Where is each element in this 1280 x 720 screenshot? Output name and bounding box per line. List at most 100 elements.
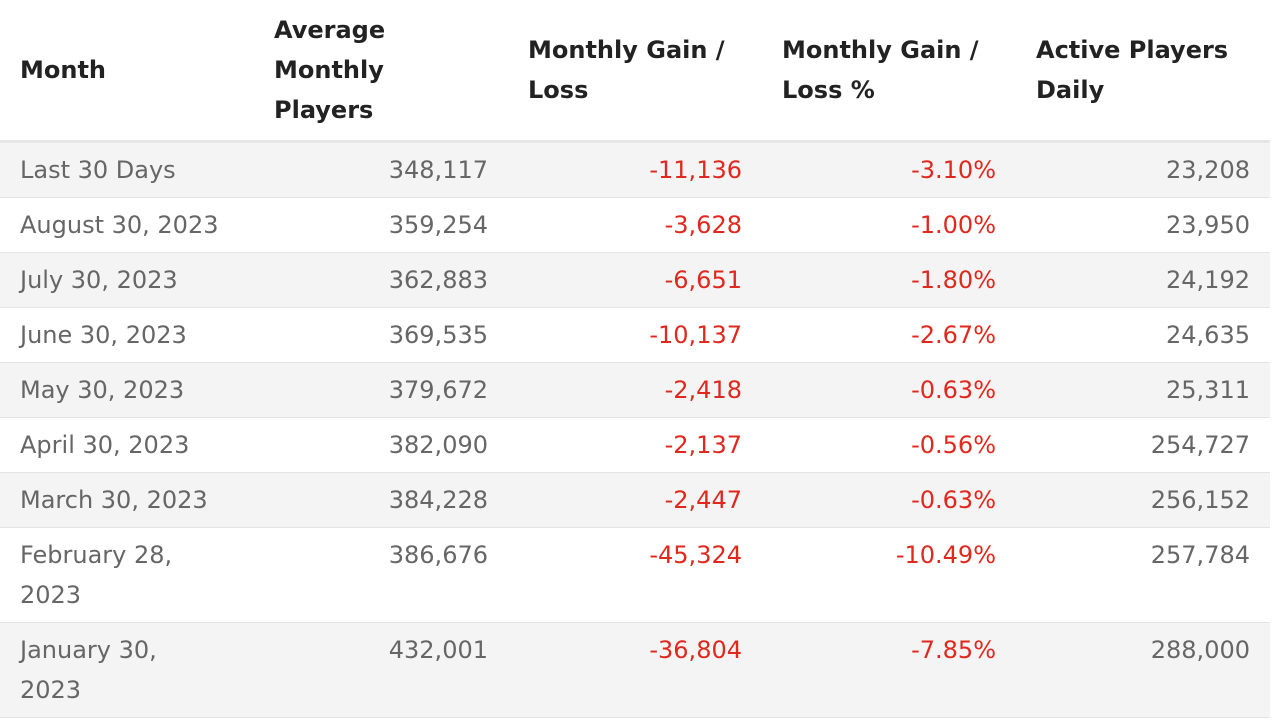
- cell-text: -2.67%: [911, 321, 996, 349]
- value-cell: -2,137: [508, 417, 762, 473]
- table-body: Last 30 Days 348,117 -11,136 -3.10% 23,208 Au…: [0, 141, 1270, 718]
- value-cell: -0.63%: [762, 362, 1016, 418]
- cell-text: 23,950: [1166, 211, 1250, 239]
- cell-text: 432,001: [388, 636, 488, 664]
- cell-text: -11,136: [649, 156, 742, 184]
- column-header: Average Monthly Players: [254, 0, 508, 143]
- cell-text: August 30, 2023: [20, 211, 219, 239]
- cell-text: June 30, 2023: [20, 321, 187, 349]
- value-cell: 23,208: [1016, 141, 1270, 198]
- cell-text: 24,192: [1166, 266, 1250, 294]
- cell-text: -3.10%: [911, 156, 996, 184]
- value-cell: -10.49%: [762, 527, 1016, 623]
- table-row: Last 30 Days 348,117 -11,136 -3.10% 23,208: [0, 141, 1270, 198]
- value-cell: 288,000: [1016, 622, 1270, 718]
- cell-text: 362,883: [388, 266, 488, 294]
- column-header: Month: [0, 0, 254, 143]
- table-row: August 30, 2023 359,254 -3,628 -1.00% 23,950: [0, 197, 1270, 253]
- cell-text: 386,676: [388, 541, 488, 569]
- cell-text: 288,000: [1150, 636, 1250, 664]
- cell-text: -0.63%: [911, 486, 996, 514]
- month-cell: January 30, 2023: [0, 622, 254, 718]
- table-row: July 30, 2023 362,883 -6,651 -1.80% 24,192: [0, 252, 1270, 308]
- cell-text: 384,228: [388, 486, 488, 514]
- cell-text: July 30, 2023: [20, 266, 178, 294]
- cell-text: 24,635: [1166, 321, 1250, 349]
- value-cell: 379,672: [254, 362, 508, 418]
- value-cell: -0.56%: [762, 417, 1016, 473]
- cell-text: -6,651: [664, 266, 742, 294]
- value-cell: -2.67%: [762, 307, 1016, 363]
- cell-text: April 30, 2023: [20, 431, 190, 459]
- table-row: January 30, 2023 432,001 -36,804 -7.85% 288,…: [0, 622, 1270, 718]
- value-cell: -3.10%: [762, 141, 1016, 198]
- cell-text: -2,137: [664, 431, 742, 459]
- cell-text: -1.80%: [911, 266, 996, 294]
- table-row: February 28, 2023 386,676 -45,324 -10.49% 25…: [0, 527, 1270, 623]
- table-row: May 30, 2023 379,672 -2,418 -0.63% 25,311: [0, 362, 1270, 418]
- cell-text: 254,727: [1150, 431, 1250, 459]
- value-cell: 382,090: [254, 417, 508, 473]
- value-cell: -1.00%: [762, 197, 1016, 253]
- value-cell: 348,117: [254, 141, 508, 198]
- cell-text: 382,090: [388, 431, 488, 459]
- value-cell: 24,635: [1016, 307, 1270, 363]
- value-cell: 432,001: [254, 622, 508, 718]
- value-cell: 384,228: [254, 472, 508, 528]
- value-cell: -2,447: [508, 472, 762, 528]
- value-cell: -45,324: [508, 527, 762, 623]
- value-cell: 24,192: [1016, 252, 1270, 308]
- cell-text: February 28, 2023: [20, 541, 173, 609]
- value-cell: 362,883: [254, 252, 508, 308]
- cell-text: -7.85%: [911, 636, 996, 664]
- month-cell: June 30, 2023: [0, 307, 254, 363]
- value-cell: 25,311: [1016, 362, 1270, 418]
- cell-text: 23,208: [1166, 156, 1250, 184]
- table-row: April 30, 2023 382,090 -2,137 -0.56% 254,727: [0, 417, 1270, 473]
- value-cell: -1.80%: [762, 252, 1016, 308]
- month-cell: July 30, 2023: [0, 252, 254, 308]
- header-row: Month Average Monthly Players Monthly Gain…: [0, 0, 1270, 143]
- cell-text: March 30, 2023: [20, 486, 208, 514]
- value-cell: 257,784: [1016, 527, 1270, 623]
- column-header: Monthly Gain / Loss: [508, 0, 762, 143]
- month-cell: Last 30 Days: [0, 141, 254, 198]
- cell-text: 379,672: [388, 376, 488, 404]
- cell-text: -1.00%: [911, 211, 996, 239]
- table-head: Month Average Monthly Players Monthly Gain…: [0, 0, 1270, 143]
- cell-text: -0.63%: [911, 376, 996, 404]
- table-row: June 30, 2023 369,535 -10,137 -2.67% 24,635: [0, 307, 1270, 363]
- cell-text: 359,254: [388, 211, 488, 239]
- month-cell: April 30, 2023: [0, 417, 254, 473]
- value-cell: -7.85%: [762, 622, 1016, 718]
- cell-text: May 30, 2023: [20, 376, 185, 404]
- cell-text: -36,804: [649, 636, 742, 664]
- value-cell: -3,628: [508, 197, 762, 253]
- value-cell: 256,152: [1016, 472, 1270, 528]
- value-cell: 369,535: [254, 307, 508, 363]
- cell-text: -3,628: [664, 211, 742, 239]
- value-cell: -0.63%: [762, 472, 1016, 528]
- cell-text: 257,784: [1150, 541, 1250, 569]
- cell-text: 256,152: [1150, 486, 1250, 514]
- value-cell: 254,727: [1016, 417, 1270, 473]
- value-cell: 23,950: [1016, 197, 1270, 253]
- cell-text: -10,137: [649, 321, 742, 349]
- value-cell: 386,676: [254, 527, 508, 623]
- column-header: Monthly Gain / Loss %: [762, 0, 1016, 143]
- value-cell: -11,136: [508, 141, 762, 198]
- table-row: March 30, 2023 384,228 -2,447 -0.63% 256,152: [0, 472, 1270, 528]
- month-cell: March 30, 2023: [0, 472, 254, 528]
- cell-text: -10.49%: [895, 541, 996, 569]
- cell-text: 369,535: [388, 321, 488, 349]
- cell-text: -45,324: [649, 541, 742, 569]
- value-cell: 359,254: [254, 197, 508, 253]
- cell-text: 348,117: [388, 156, 488, 184]
- value-cell: -2,418: [508, 362, 762, 418]
- value-cell: -36,804: [508, 622, 762, 718]
- value-cell: -10,137: [508, 307, 762, 363]
- month-cell: February 28, 2023: [0, 527, 254, 623]
- cell-text: January 30, 2023: [20, 636, 157, 704]
- cell-text: 25,311: [1166, 376, 1250, 404]
